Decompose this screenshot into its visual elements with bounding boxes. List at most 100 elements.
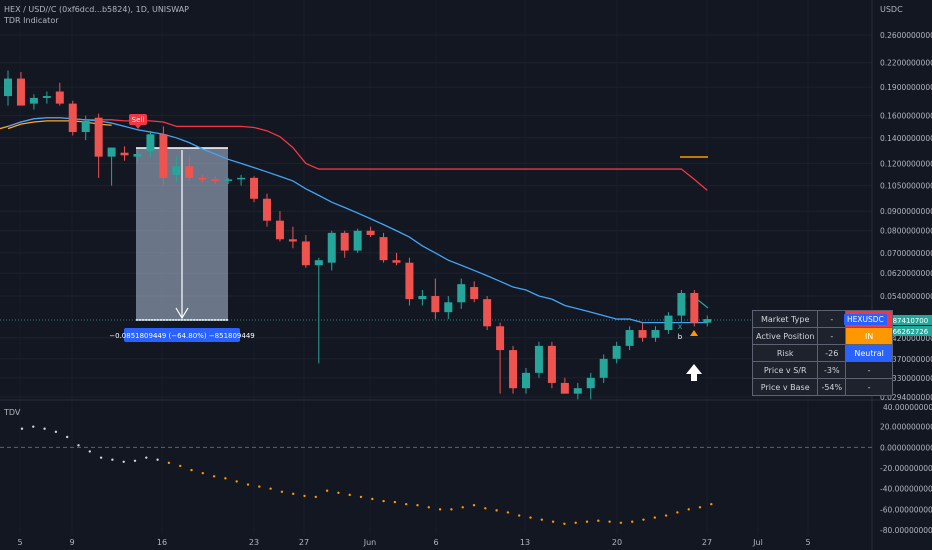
ma-blue-line (7, 117, 708, 324)
candle-body (418, 296, 427, 300)
tdv-dot (54, 430, 58, 434)
candle-body (159, 134, 168, 178)
price-tag: 0.0466262726 (877, 328, 929, 336)
tdv-dot (518, 514, 521, 517)
stats-row: Risk -26 Neutral (751, 344, 894, 362)
time-tick: Jun (363, 538, 377, 547)
tdv-tick: -80.0000000000 (880, 526, 932, 535)
tdv-dot (608, 520, 611, 523)
tdv-dot (710, 502, 713, 506)
tdv-dot (416, 504, 419, 507)
tdv-dot (472, 504, 476, 507)
candle-body (379, 237, 388, 261)
stats-metric: -54% (817, 378, 847, 396)
stats-key: Active Position (751, 327, 819, 345)
price-tick: 0.0330000000 (880, 374, 932, 383)
candle-body (146, 134, 155, 152)
time-tick: 20 (612, 538, 622, 547)
tdv-tick: 0.0000000000 (880, 443, 932, 452)
candle-body (457, 284, 466, 303)
price-tick: 0.2600000000 (880, 31, 932, 40)
candle-body (133, 153, 142, 157)
tdv-dot (597, 519, 600, 522)
measure-arrow-head (175, 307, 189, 320)
candle-body (651, 330, 660, 338)
tdv-dot (280, 490, 284, 493)
tdv-dot (292, 492, 295, 496)
tdv-dot (133, 459, 137, 462)
tdv-dot (325, 489, 329, 492)
candle-body (547, 345, 556, 383)
tdv-top-label: 40.0000000000 (880, 402, 932, 413)
tdv-dot (393, 500, 397, 504)
candle-body (470, 287, 479, 300)
tdv-dot (156, 458, 159, 461)
tdv-dot (201, 471, 204, 475)
tdv-dot (43, 427, 46, 430)
tdv-dot (32, 425, 35, 428)
price-tick: 0.0800000000 (880, 227, 932, 236)
stats-key: Price v Base (751, 378, 819, 396)
candle-body (353, 230, 362, 251)
candle-body (275, 220, 284, 240)
price-tick: 0.1400000000 (880, 134, 932, 143)
tdv-dot (224, 477, 227, 480)
measure-label: −0.0851809449 (−64.80%) −851809449 (109, 332, 255, 340)
price-tick: 0.1200000000 (880, 159, 932, 168)
stats-table: Market Type-BearActive Position-INRisk-2… (751, 310, 894, 396)
tdv-dot (66, 435, 69, 439)
tdv-dot (506, 511, 510, 514)
tdv-dot (348, 493, 351, 497)
tdv-dot (563, 522, 566, 525)
indicator-lines (0, 117, 752, 324)
stats-value: Neutral (845, 344, 894, 362)
stats-value: IN (845, 327, 894, 345)
tdv-dot (20, 427, 24, 430)
stats-key: Market Type (751, 310, 819, 328)
green-stub (697, 299, 709, 309)
tdv-dot (427, 506, 430, 509)
candle-body (703, 319, 712, 323)
x-mark: x (678, 322, 683, 331)
candle-body (340, 232, 349, 251)
tdv-dot (212, 475, 216, 478)
price-tag-bg (874, 315, 932, 325)
candle-body (664, 315, 673, 331)
tdv-tick: -60.0000000000 (880, 505, 932, 514)
stats-metric: -3% (817, 361, 847, 379)
price-tick: 0.2200000000 (880, 59, 932, 68)
tdv-dot (314, 495, 317, 499)
tdv-dot (382, 499, 385, 503)
time-tick: 5 (17, 538, 22, 547)
tdv-panel (0, 425, 872, 525)
candle-body (625, 330, 634, 346)
candle-body (444, 302, 453, 313)
candle-body (120, 152, 129, 156)
candle-body (172, 166, 181, 175)
tdv-dot (461, 506, 464, 509)
tdv-tick: -20.0000000000 (880, 464, 932, 473)
tdv-dot (438, 508, 442, 511)
tdv-dot (484, 507, 487, 510)
price-tick: 0.0420000000 (880, 334, 932, 343)
time-tick: 5 (805, 538, 810, 547)
candle-body (573, 388, 582, 394)
tdv-tick: 20.0000000000 (880, 423, 932, 432)
stats-value: - (845, 361, 894, 379)
tdv-dot (337, 491, 340, 494)
candle-body (522, 372, 530, 389)
tdv-dot (167, 461, 171, 465)
stats-key: Risk (751, 344, 819, 362)
stats-metric: -26 (817, 344, 847, 362)
candle-body (16, 78, 25, 106)
tdv-dot (99, 456, 103, 459)
sell-label: Sell (132, 116, 145, 124)
tdv-dot (246, 483, 250, 486)
tdv-dot (405, 502, 408, 506)
candle-body (4, 78, 12, 97)
candle-body (431, 296, 440, 313)
candle-body (29, 97, 38, 104)
stats-row: Price v Base -54% - (751, 378, 894, 396)
tdv-dot (88, 450, 92, 453)
